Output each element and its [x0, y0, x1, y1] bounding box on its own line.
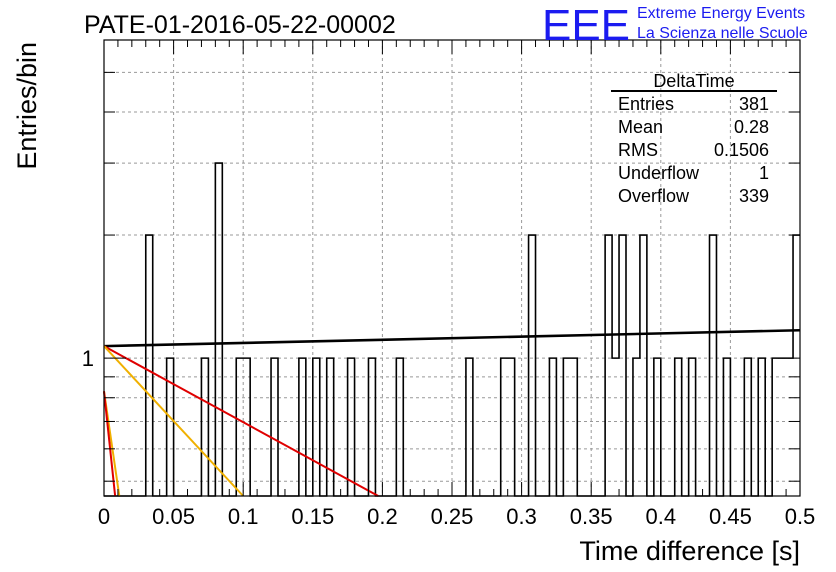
- stats-label: Entries: [618, 94, 674, 114]
- stats-box: DeltaTime Entries 381 Mean 0.28 RMS 0.1506 Und…: [611, 71, 777, 206]
- stats-value: 0.28: [734, 117, 769, 137]
- fit-curve: [103, 391, 117, 497]
- x-tick-label: 0.15: [291, 504, 334, 529]
- x-tick-label: 0.2: [367, 504, 398, 529]
- chart-title: PATE-01-2016-05-22-00002: [84, 11, 396, 39]
- axis-ticks: [103, 39, 801, 496]
- x-tick-label: 0.35: [570, 504, 613, 529]
- x-tick-label: 0.45: [709, 504, 752, 529]
- fit-curves: [103, 328, 801, 497]
- x-tick-labels: 0 0.05 0.1 0.15 0.2 0.25 0.3 0.35 0.4 0.45 0.5: [98, 504, 815, 529]
- x-tick-label: 0.1: [228, 504, 259, 529]
- stats-label: RMS: [618, 140, 658, 160]
- x-tick-label: 0.05: [152, 504, 195, 529]
- stats-label: Underflow: [618, 163, 700, 183]
- stats-title: DeltaTime: [653, 71, 734, 91]
- stats-value: 339: [739, 186, 769, 206]
- x-tick-label: 0.4: [646, 504, 677, 529]
- fit-curve: [103, 328, 801, 348]
- stats-label: Overflow: [618, 186, 690, 206]
- stats-value: 381: [739, 94, 769, 114]
- y-axis-title: Entries/bin: [12, 42, 42, 170]
- stats-value: 1: [759, 163, 769, 183]
- stats-value: 0.1506: [714, 140, 769, 160]
- fit-curve: [103, 345, 379, 497]
- org-name-line1: Extreme Energy Events: [637, 5, 805, 22]
- org-name-line2: La Scienza nelle Scuole: [637, 25, 808, 42]
- y-tick-labels: 1: [82, 346, 94, 371]
- x-tick-label: 0.25: [431, 504, 474, 529]
- eee-logo: EEE: [542, 1, 630, 50]
- x-tick-label: 0.3: [506, 504, 537, 529]
- y-tick-label: 1: [82, 346, 94, 371]
- x-tick-label: 0: [98, 504, 110, 529]
- fit-curve: [103, 345, 244, 497]
- x-tick-label: 0.5: [785, 504, 816, 529]
- x-axis-title: Time difference [s]: [579, 536, 800, 566]
- stats-label: Mean: [618, 117, 663, 137]
